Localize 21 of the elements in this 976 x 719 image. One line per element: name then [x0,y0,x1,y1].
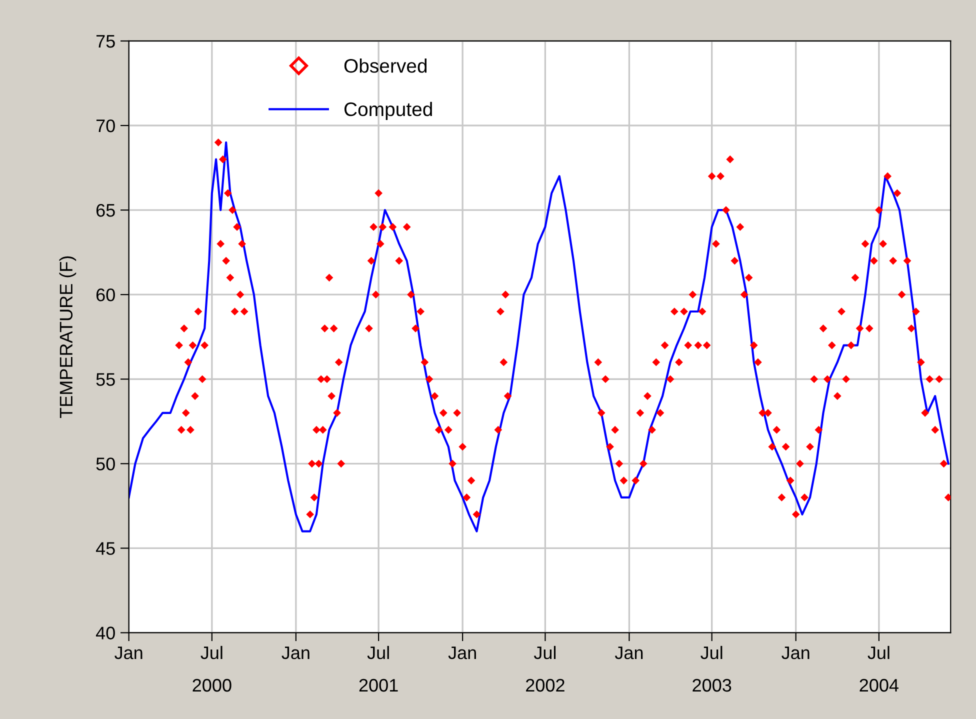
x-tick-label: Jul 2000 [192,646,232,692]
x-tick-label: Jan [614,646,643,660]
x-tick-label: Jan [114,646,142,660]
x-tick-label: Jul 2002 [526,646,564,692]
x-tick-label: Jan [782,646,810,660]
y-tick-label: 50 [96,458,115,470]
x-tick-label: Jan [448,646,476,660]
y-tick-label: 45 [96,542,115,555]
y-tick-label: 55 [96,373,115,386]
y-tick-label: 70 [96,119,115,132]
x-tick-label: Jan [282,646,310,660]
x-tick-label: Jul 2004 [860,646,898,692]
legend-label: Observed [344,58,427,73]
x-tick-label: Jul 2001 [359,646,398,692]
y-tick-label: 60 [96,288,115,302]
y-tick-label: 65 [96,204,115,217]
y-axis-title: TEMPERATURE (F) [59,256,76,418]
y-tick-label: 40 [96,626,115,640]
x-tick-label: Jul 2003 [692,646,732,692]
legend-label: Computed [344,102,432,120]
y-tick-label: 75 [96,35,115,48]
